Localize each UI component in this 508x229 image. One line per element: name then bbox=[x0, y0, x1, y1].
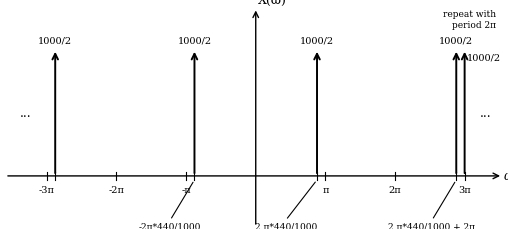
Text: ω: ω bbox=[504, 170, 508, 183]
Text: X(ω): X(ω) bbox=[258, 0, 287, 7]
Text: -2π*440/1000: -2π*440/1000 bbox=[139, 222, 201, 229]
Text: -2π: -2π bbox=[109, 186, 124, 195]
Text: repeat with
period 2π: repeat with period 2π bbox=[443, 10, 496, 30]
Text: -π: -π bbox=[181, 186, 191, 195]
Text: -3π: -3π bbox=[39, 186, 55, 195]
Text: 1000/2: 1000/2 bbox=[466, 53, 500, 62]
Text: 2 π*440/1000: 2 π*440/1000 bbox=[255, 222, 317, 229]
Text: 1000/2: 1000/2 bbox=[177, 36, 211, 45]
Text: ...: ... bbox=[20, 106, 32, 119]
Text: 1000/2: 1000/2 bbox=[300, 36, 334, 45]
Text: 2 π*440/1000 + 2π: 2 π*440/1000 + 2π bbox=[388, 222, 475, 229]
Text: 3π: 3π bbox=[458, 186, 471, 195]
Text: 1000/2: 1000/2 bbox=[38, 36, 72, 45]
Text: 2π: 2π bbox=[389, 186, 401, 195]
Text: 1000/2: 1000/2 bbox=[439, 36, 473, 45]
Text: ...: ... bbox=[480, 106, 491, 119]
Text: π: π bbox=[322, 186, 329, 195]
